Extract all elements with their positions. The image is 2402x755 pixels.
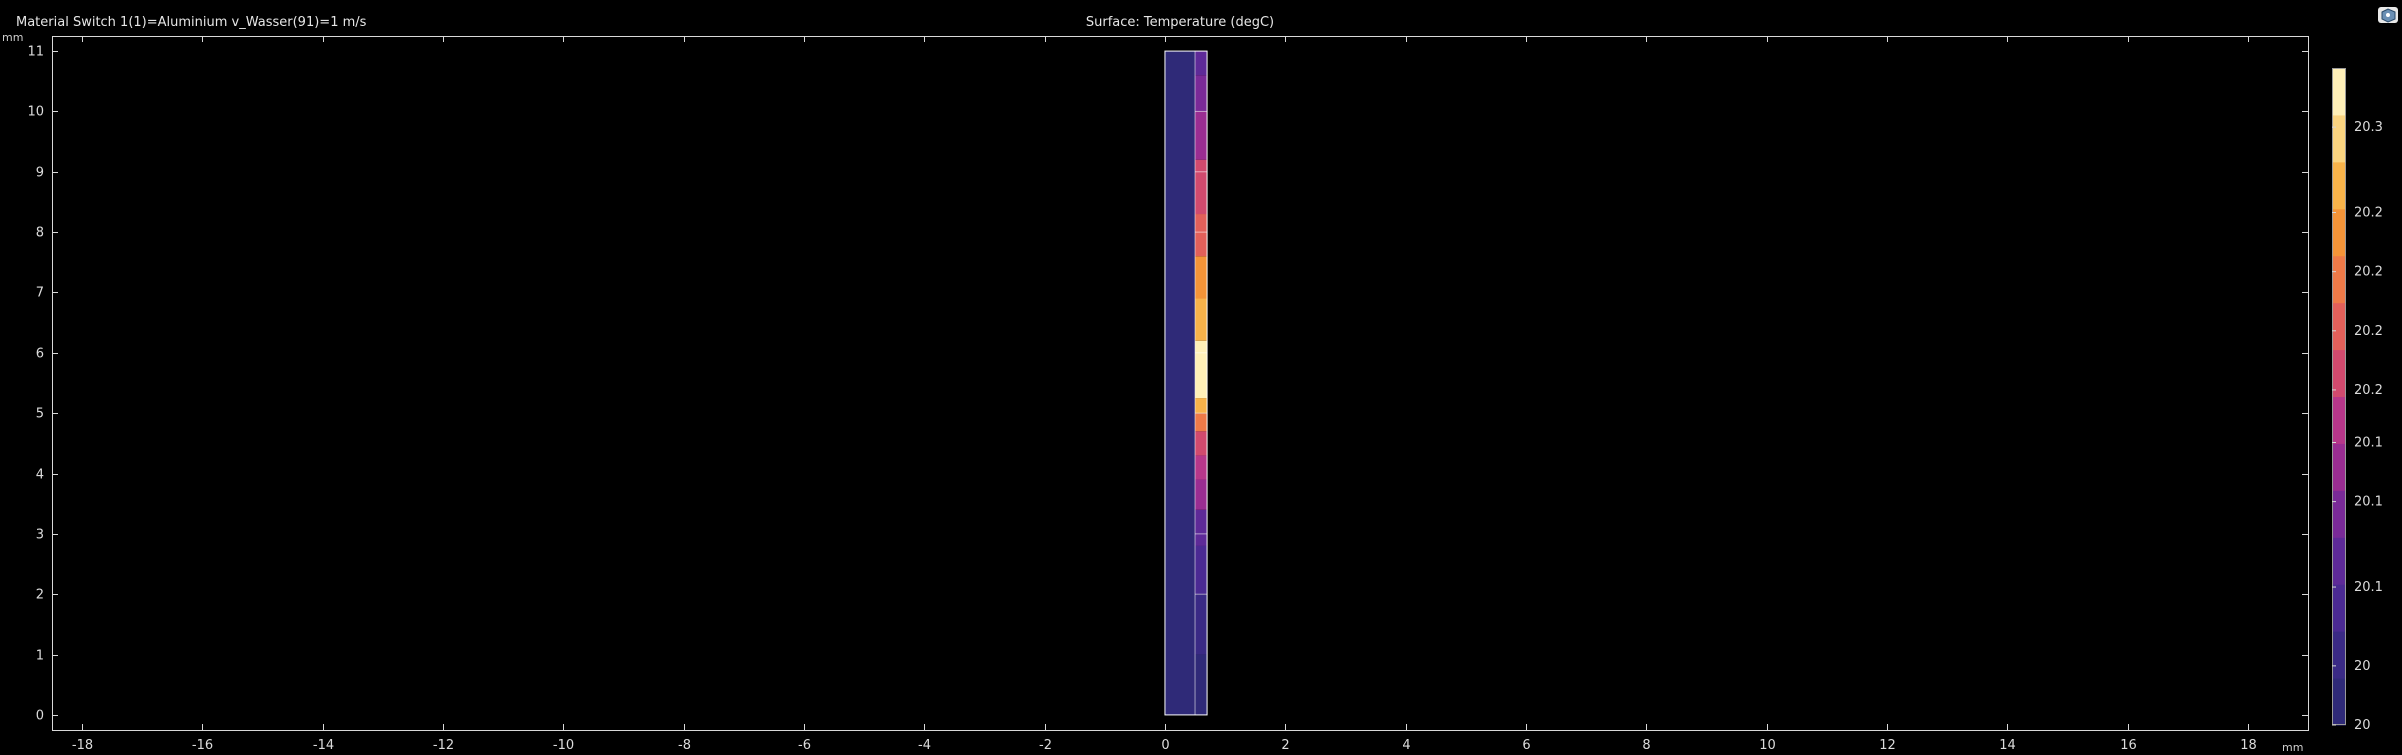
x-tick-label-10: 2	[1281, 738, 1289, 753]
colorbar-segment-6	[2332, 396, 2346, 444]
y-tick-label-11: 11	[27, 45, 44, 60]
y-tick-label-4: 4	[36, 468, 44, 483]
colorbar-segment-13	[2332, 68, 2346, 116]
colorbar: 20 20 20.1 20.1 20.1 20.2 20.2 20.2 20.2 20.3	[2332, 68, 2383, 733]
heat-band-6	[1195, 431, 1208, 456]
x-tick-label-6: -6	[798, 738, 811, 753]
colorbar-segment-11	[2332, 161, 2346, 210]
heat-band-11	[1195, 256, 1208, 299]
colorbar-segment-9	[2332, 255, 2346, 304]
heat-band-5	[1195, 455, 1208, 480]
heat-band-15	[1195, 75, 1208, 112]
svg-text:mm: mm	[2, 31, 23, 44]
x-tick-label-16: 14	[1999, 738, 2016, 753]
x-tick-label-7: -4	[918, 738, 931, 753]
x-tick-label-1: -16	[192, 738, 213, 753]
y-tick-label-1: 1	[36, 649, 44, 664]
x-tick-label-12: 6	[1522, 738, 1530, 753]
y-tick-label-7: 7	[36, 286, 44, 301]
colorbar-outline	[2332, 68, 2346, 725]
heat-band-3	[1195, 509, 1208, 546]
y-tick-label-10: 10	[27, 105, 44, 120]
colorbar-label-4: 20.1	[2354, 435, 2383, 450]
svg-text:mm: mm	[2282, 741, 2303, 754]
colorbar-segment-0	[2332, 678, 2346, 726]
colorbar-label-9: 20.3	[2354, 120, 2383, 135]
heat-band-4	[1195, 479, 1208, 510]
y-tick-label-8: 8	[36, 226, 44, 241]
heat-band-8	[1195, 398, 1208, 414]
x-tick-label-8: -2	[1039, 738, 1052, 753]
x-tick-label-4: -10	[553, 738, 574, 753]
y-axis-unit: mm	[2, 31, 23, 44]
x-tick-label-18: 18	[2240, 738, 2257, 753]
x-tick-label-0: -18	[72, 738, 93, 753]
colorbar-segment-5	[2332, 443, 2346, 491]
x-tick-label-17: 16	[2120, 738, 2137, 753]
colorbar-segment-4	[2332, 490, 2346, 538]
y-axis: 0 1 2 3 4 5 6 7 8 9 10 11	[27, 45, 2308, 724]
x-tick-label-13: 8	[1642, 738, 1650, 753]
heat-band-9	[1195, 340, 1208, 399]
heat-band-1	[1195, 594, 1208, 655]
heat-band-12	[1195, 214, 1208, 257]
colorbar-segment-12	[2332, 114, 2346, 163]
colorbar-segment-10	[2332, 208, 2346, 257]
colorbar-label-3: 20.1	[2354, 495, 2383, 510]
plot-frame	[52, 36, 2309, 731]
y-tick-label-0: 0	[36, 709, 44, 724]
heat-left-strip	[1164, 51, 1196, 715]
colorbar-label-6: 20.2	[2354, 324, 2383, 339]
header-center-title: Surface: Temperature (degC)	[1086, 15, 1274, 30]
colorbar-label-7: 20.2	[2354, 265, 2383, 280]
x-tick-label-14: 10	[1759, 738, 1776, 753]
colorbar-label-2: 20.1	[2354, 580, 2383, 595]
y-tick-label-6: 6	[36, 347, 44, 362]
colorbar-label-1: 20	[2354, 659, 2371, 674]
x-tick-label-15: 12	[1879, 738, 1896, 753]
view-toolbar-icon[interactable]	[2378, 7, 2398, 23]
colorbar-segment-1	[2332, 631, 2346, 679]
colorbar-label-0: 20	[2354, 718, 2371, 733]
x-tick-label-11: 4	[1402, 738, 1410, 753]
header-left-title: Material Switch 1(1)=Aluminium v_Wasser(…	[16, 15, 367, 30]
colorbar-segment-7	[2332, 349, 2346, 397]
y-tick-label-5: 5	[36, 407, 44, 422]
heat-band-14	[1195, 111, 1208, 160]
heat-band-0	[1195, 654, 1208, 715]
y-tick-label-3: 3	[36, 528, 44, 543]
x-tick-label-2: -14	[313, 738, 334, 753]
heat-band-13	[1195, 159, 1208, 215]
heat-band-7	[1195, 413, 1208, 432]
colorbar-label-8: 20.2	[2354, 206, 2383, 221]
heat-band-2	[1195, 545, 1208, 595]
y-tick-label-2: 2	[36, 588, 44, 603]
x-axis-unit: mm	[2282, 741, 2303, 754]
colorbar-segment-8	[2332, 302, 2346, 351]
geometry-outline	[1164, 50, 1208, 716]
y-tick-label-9: 9	[36, 166, 44, 181]
x-tick-label-9: 0	[1161, 738, 1169, 753]
x-tick-label-3: -12	[433, 738, 454, 753]
heat-band-10	[1195, 298, 1208, 341]
x-axis: -18 -16 -14 -12 -10 -8 -6 -4 -2 0 2 4 6 8 10 12 14 16 18	[72, 36, 2257, 753]
heatmap-surface	[1164, 50, 1208, 716]
x-tick-label-5: -8	[678, 738, 691, 753]
colorbar-segment-2	[2332, 584, 2346, 632]
colorbar-label-5: 20.2	[2354, 383, 2383, 398]
colorbar-segment-3	[2332, 537, 2346, 585]
heat-band-16	[1195, 51, 1208, 76]
